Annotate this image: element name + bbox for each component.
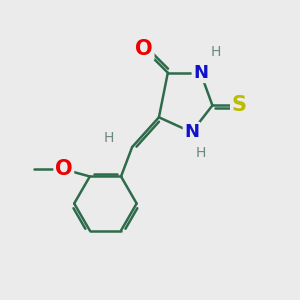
Text: H: H <box>210 45 220 59</box>
Text: N: N <box>184 123 199 141</box>
Text: S: S <box>232 95 247 116</box>
Text: N: N <box>193 64 208 82</box>
Text: H: H <box>195 146 206 160</box>
Text: O: O <box>135 39 153 59</box>
Text: O: O <box>55 159 73 179</box>
Text: H: H <box>103 131 114 145</box>
